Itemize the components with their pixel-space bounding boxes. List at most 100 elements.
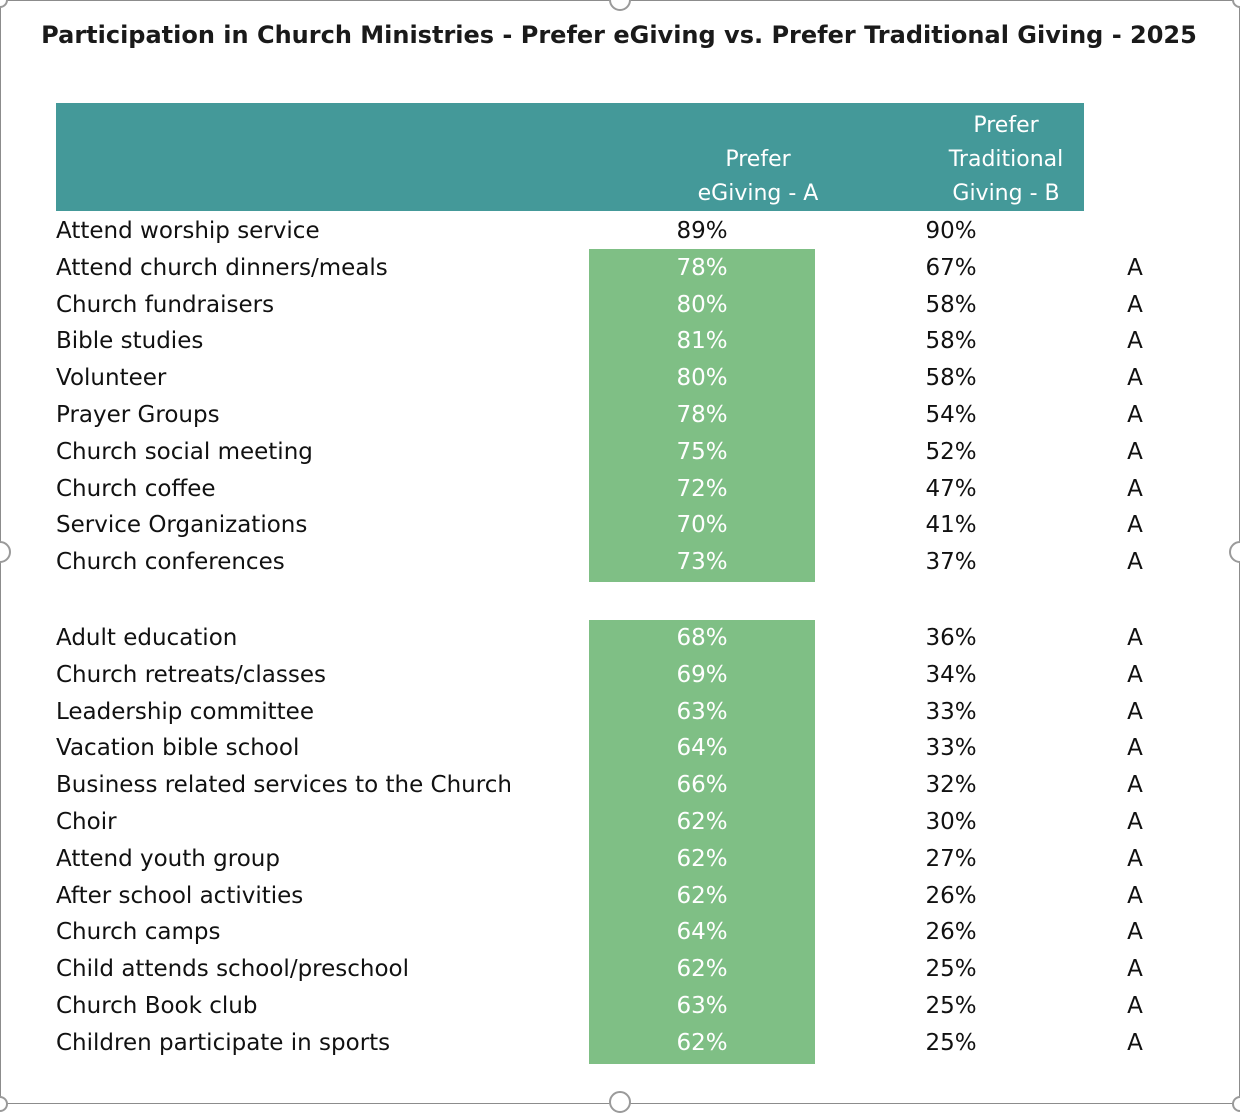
- value-traditional: 25%: [925, 993, 977, 1019]
- row-label: Leadership committee: [56, 698, 314, 725]
- significance-marker: A: [1127, 328, 1143, 355]
- value-egiving: 78%: [676, 254, 728, 281]
- row-label: Bible studies: [56, 328, 204, 355]
- significance-marker: A: [1127, 809, 1143, 835]
- significance-marker: A: [1127, 956, 1143, 983]
- value-traditional: 26%: [925, 919, 977, 946]
- column-header-traditional-line: Prefer: [973, 113, 1039, 138]
- significance-marker: A: [1127, 661, 1143, 688]
- column-header-traditional-line: Traditional: [948, 147, 1064, 172]
- row-label: Service Organizations: [56, 512, 308, 539]
- value-egiving: 62%: [676, 1029, 728, 1056]
- significance-marker: A: [1127, 919, 1143, 946]
- value-egiving: 80%: [676, 365, 728, 392]
- column-header-egiving: Prefer eGiving - A: [646, 143, 870, 211]
- value-traditional: 37%: [925, 549, 977, 576]
- column-header-traditional: Prefer Traditional Giving - B: [886, 109, 1126, 211]
- value-traditional: 32%: [925, 772, 977, 799]
- value-egiving: 62%: [676, 882, 728, 909]
- value-egiving: 81%: [676, 328, 728, 355]
- column-header-egiving-line: eGiving - A: [697, 181, 819, 206]
- row-label: After school activities: [56, 882, 304, 909]
- significance-marker: A: [1127, 402, 1143, 428]
- value-egiving: 62%: [676, 809, 728, 835]
- value-traditional: 90%: [925, 218, 977, 244]
- value-traditional: 58%: [925, 291, 977, 318]
- value-traditional: 67%: [925, 254, 977, 281]
- significance-marker: A: [1127, 772, 1143, 799]
- value-egiving: 63%: [676, 993, 728, 1019]
- value-egiving: 62%: [676, 956, 728, 983]
- value-egiving: 69%: [676, 661, 728, 688]
- value-egiving: 72%: [676, 475, 728, 502]
- value-traditional: 52%: [925, 438, 977, 465]
- significance-marker: A: [1127, 1029, 1143, 1056]
- value-egiving: 63%: [676, 698, 728, 725]
- value-traditional: 36%: [925, 625, 977, 651]
- value-egiving: 64%: [676, 919, 728, 946]
- value-traditional: 54%: [925, 402, 977, 428]
- table-header: Prefer eGiving - A Prefer Traditional Givin…: [56, 103, 1084, 211]
- value-traditional: 33%: [925, 735, 977, 762]
- column-header-traditional-line: Giving - B: [952, 181, 1060, 206]
- significance-marker: A: [1127, 254, 1143, 281]
- significance-marker: A: [1127, 512, 1143, 539]
- value-traditional: 25%: [925, 956, 977, 983]
- value-traditional: 33%: [925, 698, 977, 725]
- resize-handle-bottom-right[interactable]: [1232, 1096, 1240, 1112]
- row-label: Business related services to the Church: [56, 772, 512, 799]
- significance-marker: A: [1127, 291, 1143, 318]
- value-egiving: 80%: [676, 291, 728, 318]
- value-egiving: 70%: [676, 512, 728, 539]
- significance-marker: A: [1127, 365, 1143, 392]
- value-egiving: 68%: [676, 625, 728, 651]
- highlight-block: [589, 249, 815, 583]
- value-traditional: 47%: [925, 475, 977, 502]
- value-egiving: 73%: [676, 549, 728, 576]
- significance-marker: A: [1127, 698, 1143, 725]
- row-label: Church conferences: [56, 549, 285, 576]
- significance-marker: A: [1127, 475, 1143, 502]
- row-label: Attend worship service: [56, 218, 320, 244]
- row-label: Adult education: [56, 625, 238, 651]
- value-traditional: 34%: [925, 661, 977, 688]
- significance-marker: A: [1127, 993, 1143, 1019]
- row-label: Child attends school/preschool: [56, 956, 410, 983]
- resize-handle-bottom[interactable]: [609, 1091, 631, 1113]
- resize-handle-top-right[interactable]: [1232, 0, 1240, 8]
- significance-marker: A: [1127, 882, 1143, 909]
- resize-handle-right[interactable]: [1229, 541, 1240, 563]
- value-traditional: 30%: [925, 809, 977, 835]
- value-egiving: 66%: [676, 772, 728, 799]
- significance-marker: A: [1127, 625, 1143, 651]
- row-label: Church fundraisers: [56, 291, 275, 318]
- value-egiving: 78%: [676, 402, 728, 428]
- row-label: Volunteer: [56, 365, 167, 392]
- value-traditional: 41%: [925, 512, 977, 539]
- value-egiving: 64%: [676, 735, 728, 762]
- significance-marker: [1115, 213, 1155, 249]
- row-label: Attend church dinners/meals: [56, 254, 388, 281]
- value-traditional: 27%: [925, 845, 977, 872]
- value-traditional: 58%: [925, 328, 977, 355]
- row-label: Choir: [56, 809, 117, 835]
- row-label: Attend youth group: [56, 845, 280, 872]
- highlight-block: [589, 620, 815, 1064]
- row-label: Prayer Groups: [56, 402, 220, 428]
- value-traditional: 26%: [925, 882, 977, 909]
- significance-marker: A: [1127, 438, 1143, 465]
- value-egiving: 89%: [676, 218, 728, 244]
- row-label: Church social meeting: [56, 438, 313, 465]
- chart-title: Participation in Church Ministries - Pre…: [41, 21, 1197, 49]
- row-label: Church Book club: [56, 993, 258, 1019]
- row-label: Children participate in sports: [56, 1029, 391, 1056]
- row-label: Church coffee: [56, 475, 216, 502]
- value-traditional: 25%: [925, 1029, 977, 1056]
- row-label: Church retreats/classes: [56, 661, 326, 688]
- column-header-egiving-line: Prefer: [725, 147, 791, 172]
- significance-marker: A: [1127, 845, 1143, 872]
- significance-marker: A: [1127, 735, 1143, 762]
- row-label: Vacation bible school: [56, 735, 300, 762]
- significance-marker: A: [1127, 549, 1143, 576]
